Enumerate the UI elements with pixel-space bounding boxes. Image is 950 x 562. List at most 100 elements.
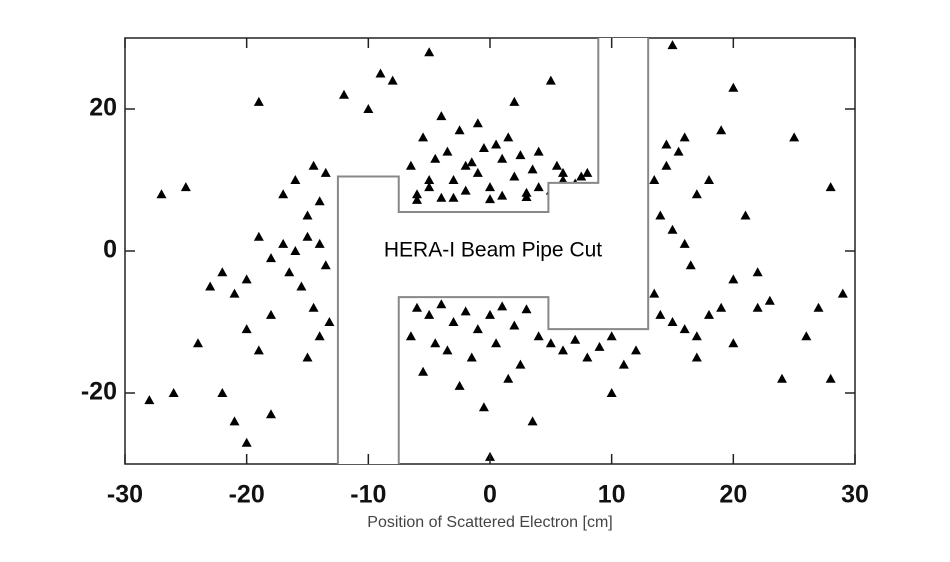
point <box>205 281 216 291</box>
point <box>302 210 313 220</box>
point <box>509 96 520 106</box>
point <box>168 388 179 397</box>
point <box>454 380 465 390</box>
point <box>144 395 155 405</box>
x-tick-label: 10 <box>598 481 626 509</box>
x-tick-label: 30 <box>841 481 869 509</box>
point <box>649 288 660 298</box>
point <box>764 295 775 305</box>
point <box>618 359 629 369</box>
point <box>679 238 690 248</box>
point <box>679 324 690 334</box>
point <box>266 309 276 319</box>
point <box>253 345 264 355</box>
point <box>667 317 678 326</box>
point <box>521 304 532 314</box>
point <box>497 301 508 311</box>
point <box>217 267 228 277</box>
point <box>460 306 471 316</box>
point <box>497 190 508 200</box>
point <box>691 352 702 362</box>
point <box>491 338 502 348</box>
point <box>412 194 422 204</box>
point <box>314 196 325 206</box>
point <box>284 267 295 277</box>
point <box>533 146 544 156</box>
cut-boundary <box>397 38 650 464</box>
point <box>509 320 520 330</box>
point <box>576 171 587 181</box>
point <box>466 157 477 167</box>
point <box>503 132 514 142</box>
point <box>229 416 240 426</box>
point <box>156 189 167 199</box>
point <box>472 167 483 177</box>
point <box>296 281 307 291</box>
point <box>752 267 763 277</box>
point <box>278 189 289 199</box>
y-tick-label: -20 <box>81 378 117 406</box>
cut-boundary <box>336 38 600 464</box>
point <box>405 331 416 341</box>
point <box>320 260 331 270</box>
point <box>515 150 526 160</box>
point <box>478 402 489 412</box>
point <box>728 338 739 348</box>
point <box>716 125 727 135</box>
x-axis-label: Position of Scattered Electron [cm] <box>367 514 612 531</box>
point <box>558 345 568 355</box>
point <box>290 175 301 184</box>
x-tick-label: 0 <box>483 481 497 509</box>
point <box>777 373 787 383</box>
point <box>241 274 252 284</box>
point <box>655 210 666 220</box>
point <box>673 146 684 156</box>
point <box>241 437 252 447</box>
point <box>752 302 763 312</box>
point <box>436 299 447 309</box>
x-tick-label: -20 <box>229 481 265 509</box>
point <box>424 47 435 57</box>
point <box>424 175 435 184</box>
point <box>545 75 556 85</box>
point <box>308 302 319 312</box>
point <box>217 388 228 397</box>
point <box>241 324 252 334</box>
point <box>229 288 240 298</box>
point <box>424 182 435 192</box>
point <box>582 167 593 177</box>
point <box>661 160 672 170</box>
point <box>740 210 751 220</box>
point <box>320 167 331 177</box>
point <box>302 231 313 241</box>
point <box>570 334 581 344</box>
y-tick-label: 0 <box>103 236 117 264</box>
point <box>442 345 453 355</box>
point <box>430 338 441 348</box>
point <box>485 309 495 319</box>
point <box>661 139 672 149</box>
point <box>825 182 836 192</box>
point <box>679 132 690 142</box>
point <box>290 246 301 255</box>
point <box>485 194 495 204</box>
point <box>685 260 696 270</box>
cut-mask <box>337 38 649 464</box>
point <box>478 143 489 153</box>
point <box>418 366 429 376</box>
point <box>193 338 203 348</box>
point <box>667 40 678 50</box>
x-tick-label: -10 <box>350 481 386 509</box>
point <box>339 89 349 99</box>
point <box>521 192 532 202</box>
point <box>503 373 514 383</box>
point <box>545 338 556 348</box>
point <box>594 341 605 351</box>
x-tick-label: 20 <box>719 481 747 509</box>
point <box>314 238 325 248</box>
point <box>813 302 824 312</box>
point <box>551 160 562 170</box>
point <box>472 324 483 334</box>
annotation: HERA-I Beam Pipe Cut <box>384 239 602 262</box>
